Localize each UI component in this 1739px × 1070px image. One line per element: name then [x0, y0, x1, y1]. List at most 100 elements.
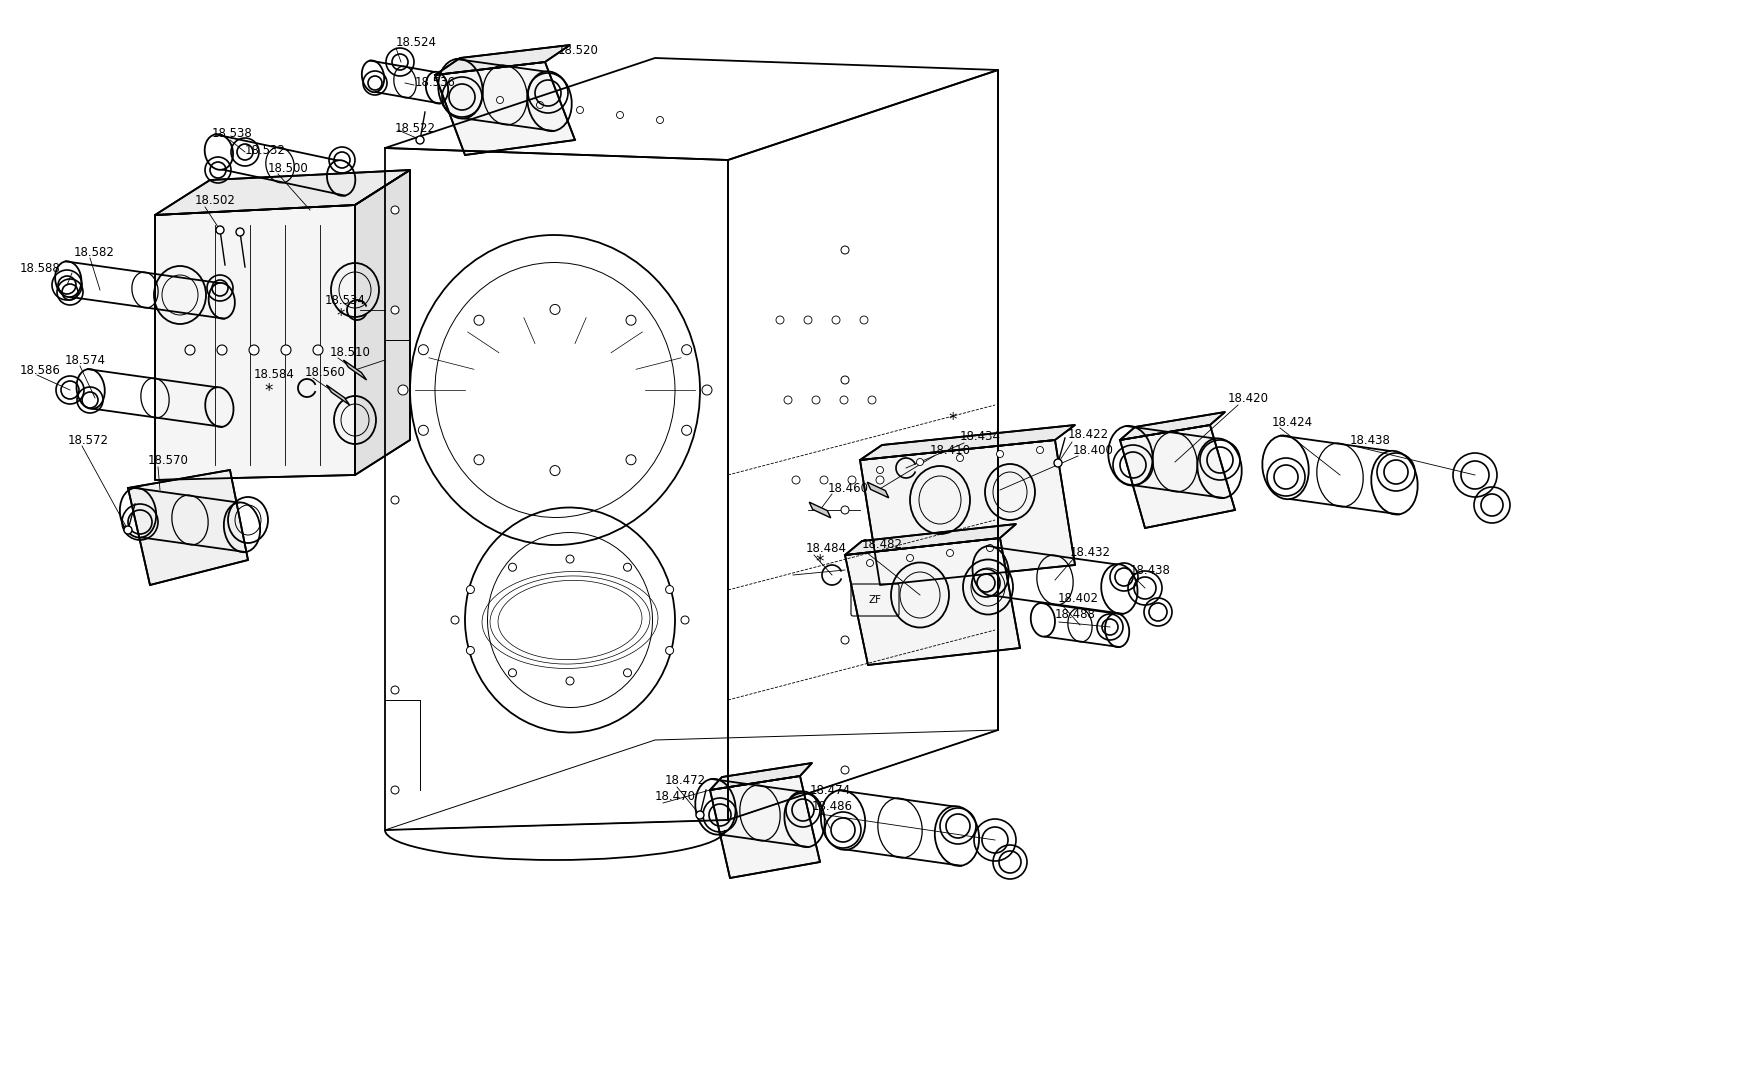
Circle shape — [866, 560, 873, 566]
Circle shape — [680, 616, 689, 624]
Text: 18.474: 18.474 — [810, 783, 850, 796]
Circle shape — [666, 585, 673, 594]
Circle shape — [1036, 446, 1043, 454]
Text: *: * — [948, 411, 956, 429]
Text: 18.422: 18.422 — [1068, 428, 1108, 442]
Text: 18.482: 18.482 — [861, 538, 903, 551]
Polygon shape — [155, 205, 355, 480]
Circle shape — [847, 476, 856, 484]
Text: 18.420: 18.420 — [1228, 392, 1268, 404]
Circle shape — [696, 811, 704, 819]
Circle shape — [840, 396, 847, 404]
Text: 18.536: 18.536 — [416, 76, 456, 89]
Polygon shape — [845, 538, 1019, 664]
Circle shape — [840, 376, 849, 384]
Circle shape — [656, 117, 663, 123]
Circle shape — [875, 476, 883, 484]
Circle shape — [623, 563, 631, 571]
Text: 18.510: 18.510 — [330, 346, 370, 358]
Text: 18.434: 18.434 — [960, 429, 1000, 443]
Circle shape — [868, 396, 875, 404]
Circle shape — [237, 228, 243, 236]
Polygon shape — [710, 776, 819, 878]
Text: 18.538: 18.538 — [212, 126, 252, 139]
Text: 18.584: 18.584 — [254, 368, 294, 382]
Circle shape — [623, 669, 631, 677]
Circle shape — [391, 786, 398, 794]
Circle shape — [473, 455, 483, 464]
Text: 18.484: 18.484 — [805, 541, 847, 554]
Polygon shape — [710, 763, 812, 790]
Text: 18.582: 18.582 — [75, 245, 115, 259]
Circle shape — [666, 646, 673, 655]
Circle shape — [473, 316, 483, 325]
Circle shape — [508, 669, 516, 677]
Polygon shape — [1120, 412, 1224, 440]
Text: 18.534: 18.534 — [325, 293, 365, 306]
Circle shape — [550, 465, 560, 475]
Polygon shape — [1120, 425, 1235, 528]
Polygon shape — [435, 45, 570, 75]
Circle shape — [682, 425, 690, 435]
Text: 18.488: 18.488 — [1054, 609, 1096, 622]
Circle shape — [701, 385, 711, 395]
Circle shape — [536, 102, 543, 108]
Text: 18.574: 18.574 — [64, 353, 106, 367]
Text: 18.472: 18.472 — [664, 774, 706, 786]
Polygon shape — [155, 170, 410, 215]
Polygon shape — [129, 470, 249, 585]
Circle shape — [496, 96, 503, 104]
Polygon shape — [866, 483, 889, 498]
Text: 18.438: 18.438 — [1129, 564, 1170, 577]
Text: 18.522: 18.522 — [395, 122, 436, 135]
Text: 18.400: 18.400 — [1073, 443, 1113, 457]
Text: 18.486: 18.486 — [812, 800, 852, 813]
Circle shape — [840, 506, 849, 514]
Circle shape — [840, 636, 849, 644]
Text: 18.424: 18.424 — [1271, 415, 1313, 428]
Circle shape — [840, 246, 849, 254]
Text: 18.572: 18.572 — [68, 433, 110, 446]
Circle shape — [626, 455, 636, 464]
Polygon shape — [435, 62, 574, 155]
Text: 18.470: 18.470 — [654, 790, 696, 802]
Polygon shape — [859, 440, 1075, 585]
Text: 18.460: 18.460 — [828, 482, 868, 494]
Polygon shape — [343, 360, 367, 380]
Circle shape — [565, 555, 574, 563]
Circle shape — [956, 455, 963, 461]
Text: 18.502: 18.502 — [195, 194, 237, 207]
Circle shape — [184, 345, 195, 355]
Text: 18.560: 18.560 — [304, 366, 346, 379]
Circle shape — [906, 554, 913, 562]
Circle shape — [576, 107, 583, 113]
Circle shape — [417, 345, 428, 355]
Text: *: * — [814, 553, 823, 571]
Text: 18.520: 18.520 — [558, 44, 598, 57]
Text: 18.438: 18.438 — [1349, 433, 1389, 446]
Circle shape — [417, 425, 428, 435]
Circle shape — [859, 316, 868, 324]
Circle shape — [550, 305, 560, 315]
Circle shape — [398, 385, 407, 395]
Circle shape — [391, 686, 398, 694]
Circle shape — [391, 306, 398, 314]
Text: 18.532: 18.532 — [245, 143, 285, 156]
Circle shape — [916, 459, 923, 465]
Circle shape — [1054, 459, 1061, 467]
Circle shape — [682, 345, 690, 355]
Text: ZF: ZF — [868, 595, 882, 605]
Circle shape — [280, 345, 290, 355]
Circle shape — [946, 550, 953, 556]
Circle shape — [784, 396, 791, 404]
Circle shape — [803, 316, 812, 324]
Polygon shape — [859, 425, 1075, 460]
Circle shape — [565, 677, 574, 685]
Text: 18.586: 18.586 — [19, 364, 61, 377]
Circle shape — [831, 316, 840, 324]
Polygon shape — [809, 502, 830, 518]
Text: *: * — [336, 307, 344, 325]
Circle shape — [812, 396, 819, 404]
Polygon shape — [845, 524, 1016, 555]
Circle shape — [391, 496, 398, 504]
